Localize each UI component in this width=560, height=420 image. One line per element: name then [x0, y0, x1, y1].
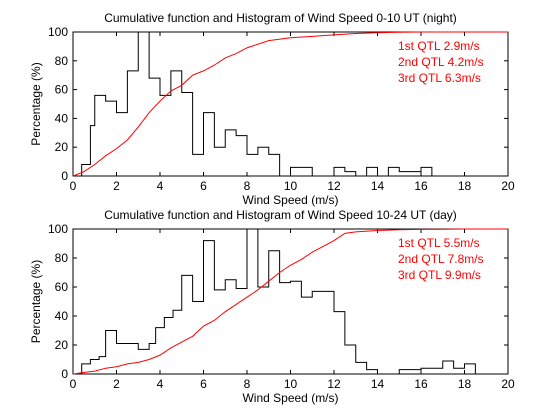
panel-day: 0 2 4 6 8 10 12 14 16 18 20 0 20 40 60 80 100 Cumulative … [29, 208, 515, 405]
quartile-annotation: 1st QTL 2.9m/s [398, 39, 480, 53]
x-tick-label: 18 [458, 179, 472, 193]
y-tick-label: 40 [55, 111, 69, 125]
quartile-annotation: 3rd QTL 6.3m/s [398, 71, 481, 85]
x-tick-label: 20 [501, 377, 515, 391]
y-tick-label: 20 [55, 338, 69, 352]
y-tick-label: 40 [55, 309, 69, 323]
panel-night: 0 2 4 6 8 10 12 14 16 18 20 0 20 40 60 80 100 Cumulative … [29, 11, 515, 207]
y-tick-label: 0 [61, 169, 68, 183]
x-tick-label: 6 [200, 377, 207, 391]
x-tick-label: 14 [371, 179, 385, 193]
quartile-annotation: 2nd QTL 7.8m/s [398, 252, 484, 266]
x-tick-label: 6 [200, 179, 207, 193]
axes-box [72, 228, 509, 375]
quartile-annotation: 2nd QTL 4.2m/s [398, 55, 484, 69]
x-tick-label: 12 [327, 377, 341, 391]
y-tick-label: 100 [48, 222, 68, 236]
axes-box [72, 31, 509, 177]
x-tick-label: 18 [458, 377, 472, 391]
x-tick-label: 16 [414, 179, 428, 193]
y-tick-label: 60 [55, 280, 69, 294]
x-tick-label: 2 [113, 179, 120, 193]
x-tick-label: 0 [70, 377, 77, 391]
histogram-series [81, 31, 433, 177]
x-tick-label: 4 [157, 179, 164, 193]
x-tick-label: 16 [414, 377, 428, 391]
y-tick-label: 60 [55, 83, 69, 97]
quartile-annotation: 3rd QTL 9.9m/s [398, 268, 481, 282]
x-tick-label: 8 [244, 179, 251, 193]
y-axis-label: Percentage (%) [29, 62, 43, 145]
y-tick-label: 80 [55, 54, 69, 68]
y-axis-label: Percentage (%) [29, 260, 43, 343]
x-tick-label: 4 [157, 377, 164, 391]
x-tick-label: 10 [284, 377, 298, 391]
x-tick-label: 10 [284, 179, 298, 193]
x-tick-label: 2 [113, 377, 120, 391]
quartile-annotation: 1st QTL 5.5m/s [398, 236, 480, 250]
chart-title: Cumulative function and Histogram of Win… [104, 11, 457, 25]
x-tick-label: 12 [327, 179, 341, 193]
chart-title: Cumulative function and Histogram of Win… [104, 208, 457, 222]
x-axis-label: Wind Speed (m/s) [242, 193, 338, 207]
y-tick-label: 80 [55, 251, 69, 265]
cumulative-series [72, 228, 508, 375]
x-tick-label: 0 [70, 179, 77, 193]
x-axis-label: Wind Speed (m/s) [242, 391, 338, 405]
x-tick-label: 20 [501, 179, 515, 193]
x-tick-label: 14 [371, 377, 385, 391]
y-tick-label: 20 [55, 140, 69, 154]
y-tick-label: 100 [48, 25, 68, 39]
cumulative-series [72, 31, 508, 177]
x-tick-label: 8 [244, 377, 251, 391]
y-tick-label: 0 [61, 367, 68, 381]
histogram-series [81, 228, 476, 375]
